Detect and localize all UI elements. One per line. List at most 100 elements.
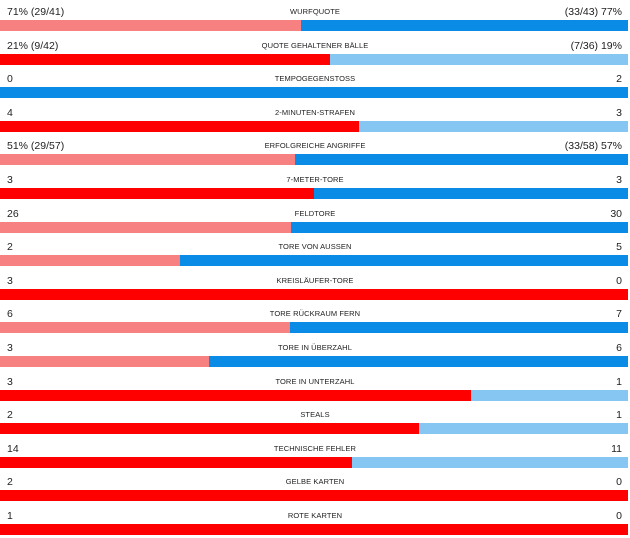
- away-bar-segment: [301, 20, 628, 31]
- stat-name: 2-MINUTEN-STRAFEN: [274, 107, 356, 117]
- stat-row: 4 2-MINUTEN-STRAFEN 3: [0, 105, 630, 135]
- away-value: (33/58) 57%: [564, 140, 622, 153]
- stat-label-line: 3 TORE IN ÜBERZAHL 6: [0, 340, 630, 356]
- stat-row: 71% (29/41) WURFQUOTE (33/43) 77%: [0, 4, 630, 34]
- home-value: 2: [7, 409, 13, 422]
- stat-label-line: 2 STEALS 1: [0, 407, 630, 423]
- home-value: 6: [7, 308, 13, 321]
- comparison-bar: [0, 53, 628, 65]
- stat-label-line: 4 2-MINUTEN-STRAFEN 3: [0, 105, 630, 121]
- away-value: 1: [616, 409, 622, 422]
- stat-label-line: 3 KREISLÄUFER-TORE 0: [0, 273, 630, 289]
- away-bar-segment: [419, 423, 628, 435]
- stat-row: 6 TORE RÜCKRAUM FERN 7: [0, 306, 630, 336]
- stat-name: ROTE KARTEN: [287, 511, 343, 520]
- away-bar-segment: [359, 120, 628, 132]
- stat-name: FELDTORE: [294, 208, 336, 218]
- stat-name: GELBE KARTEN: [285, 477, 345, 487]
- stat-name: TORE IN UNTERZAHL: [275, 376, 355, 386]
- stat-name: TORE IN ÜBERZAHL: [278, 343, 352, 352]
- home-bar-segment: [0, 221, 291, 233]
- home-bar-segment: [0, 322, 290, 334]
- stat-row: 51% (29/57) ERFOLGREICHE ANGRIFFE (33/58) …: [0, 138, 630, 168]
- stat-name: TORE VON AUSSEN: [278, 242, 352, 252]
- home-bar-segment: [0, 120, 359, 132]
- away-bar-segment: [209, 356, 628, 367]
- home-value: 2: [7, 476, 13, 489]
- comparison-bar: [0, 524, 628, 535]
- stat-label-line: 3 TORE IN UNTERZAHL 1: [0, 374, 630, 390]
- comparison-bar: [0, 288, 628, 300]
- stat-label-line: 51% (29/57) ERFOLGREICHE ANGRIFFE (33/58) …: [0, 138, 630, 154]
- stat-name: ERFOLGREICHE ANGRIFFE: [264, 141, 366, 151]
- home-value: 2: [7, 241, 13, 254]
- home-bar-segment: [0, 188, 314, 199]
- home-value: 4: [7, 106, 13, 119]
- stat-name: QUOTE GEHALTENER BÄLLE: [261, 40, 369, 50]
- away-value: 2: [616, 73, 622, 86]
- away-bar-segment: [290, 322, 628, 334]
- away-bar-segment: [352, 456, 628, 468]
- home-fill: [145, 154, 295, 166]
- comparison-bar: [0, 456, 628, 468]
- home-bar-segment: [0, 356, 209, 367]
- home-value: 21% (9/42): [7, 39, 59, 52]
- away-bar-segment: [0, 87, 628, 99]
- stat-row: 2 GELBE KARTEN 0: [0, 474, 630, 504]
- home-bar-segment: [0, 288, 628, 300]
- away-value: 11: [611, 442, 622, 455]
- away-bar-segment: [295, 154, 628, 166]
- comparison-bar: [0, 154, 628, 166]
- home-bar-segment: [0, 154, 295, 166]
- away-value: 0: [616, 510, 622, 522]
- away-value: 7: [616, 308, 622, 321]
- home-bar-segment: [0, 423, 419, 435]
- away-fill: [295, 154, 485, 166]
- comparison-bar: [0, 120, 628, 132]
- stat-label-line: 14 TECHNISCHE FEHLER 11: [0, 441, 630, 457]
- stat-label-line: 71% (29/41) WURFQUOTE (33/43) 77%: [0, 4, 630, 20]
- stat-row: 3 TORE IN UNTERZAHL 1: [0, 374, 630, 404]
- away-bar-segment: [180, 255, 628, 267]
- stat-label-line: 2 TORE VON AUSSEN 5: [0, 239, 630, 255]
- stat-row: 26 FELDTORE 30: [0, 206, 630, 236]
- comparison-bar: [0, 356, 628, 367]
- comparison-bar: [0, 423, 628, 435]
- comparison-bar: [0, 221, 628, 233]
- away-value: 30: [610, 207, 622, 220]
- stat-row: 3 TORE IN ÜBERZAHL 6: [0, 340, 630, 370]
- stat-name: STEALS: [300, 410, 330, 420]
- comparison-bar: [0, 188, 628, 199]
- stat-label-line: 0 TEMPOGEGENSTOSS 2: [0, 71, 630, 87]
- comparison-bar: [0, 490, 628, 502]
- away-bar-segment: [291, 221, 628, 233]
- away-value: 3: [616, 106, 622, 119]
- away-value: (33/43) 77%: [564, 6, 622, 18]
- stat-name: KREISLÄUFER-TORE: [276, 275, 354, 285]
- stat-label-line: 2 GELBE KARTEN 0: [0, 474, 630, 490]
- home-value: 3: [7, 274, 13, 287]
- stat-row: 3 KREISLÄUFER-TORE 0: [0, 273, 630, 303]
- comparison-bar: [0, 20, 628, 31]
- stat-row: 21% (9/42) QUOTE GEHALTENER BÄLLE (7/36) 1…: [0, 38, 630, 68]
- away-value: 0: [616, 274, 622, 287]
- away-value: 3: [616, 174, 622, 186]
- stat-label-line: 21% (9/42) QUOTE GEHALTENER BÄLLE (7/36) 1…: [0, 38, 630, 54]
- stat-row: 3 7-METER-TORE 3: [0, 172, 630, 202]
- away-fill: [330, 53, 387, 65]
- stat-row: 2 STEALS 1: [0, 407, 630, 437]
- home-bar-segment: [0, 389, 471, 401]
- stat-name: 7-METER-TORE: [286, 175, 344, 184]
- home-value: 3: [7, 342, 13, 354]
- away-bar-segment: [314, 188, 628, 199]
- stat-label-line: 3 7-METER-TORE 3: [0, 172, 630, 188]
- home-fill: [261, 53, 330, 65]
- home-bar-segment: [0, 255, 180, 267]
- stat-label-line: 6 TORE RÜCKRAUM FERN 7: [0, 306, 630, 322]
- home-value: 51% (29/57): [7, 140, 65, 153]
- stat-name: TECHNISCHE FEHLER: [273, 443, 357, 453]
- home-bar-segment: [0, 20, 301, 31]
- home-bar-segment: [0, 490, 628, 502]
- stat-row: 14 TECHNISCHE FEHLER 11: [0, 441, 630, 471]
- home-value: 0: [7, 73, 13, 86]
